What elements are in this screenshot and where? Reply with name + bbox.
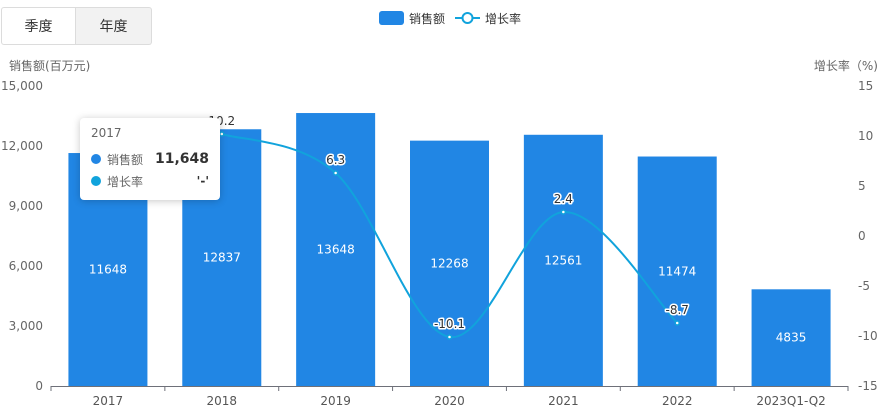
- y-right-tick-label: -15: [858, 379, 878, 393]
- x-tick-label: 2017: [93, 394, 124, 408]
- tooltip: 2017 销售额 11,648 增长率 '-': [80, 118, 220, 200]
- line-point[interactable]: [674, 320, 680, 326]
- tooltip-value-growth: '-': [196, 174, 209, 188]
- tab-year[interactable]: 年度: [76, 7, 152, 45]
- y-right-tick-label: -10: [858, 329, 878, 343]
- x-tick-label: 2021: [548, 394, 579, 408]
- line-value-halo: 6.3: [326, 153, 345, 167]
- tooltip-name-sales: 销售额: [107, 152, 144, 167]
- line-value-label: -10.1: [434, 317, 465, 331]
- line-point[interactable]: [446, 334, 453, 340]
- period-tabs: 季度 年度: [1, 7, 152, 45]
- y-right-tick-label: -5: [858, 279, 870, 293]
- y-right-tick-label: 15: [858, 79, 873, 93]
- bar[interactable]: [296, 113, 376, 386]
- x-tick-label: 2019: [320, 394, 351, 408]
- bar-value-label: 12268: [430, 256, 468, 270]
- tooltip-row-sales: 销售额 11,648: [91, 148, 209, 170]
- bar[interactable]: [637, 156, 717, 386]
- x-tick-label: 2022: [662, 394, 693, 408]
- tooltip-title: 2017: [91, 126, 122, 140]
- bar-value-label: 11648: [89, 263, 127, 277]
- line-point[interactable]: [560, 209, 567, 215]
- legend-line-label[interactable]: 增长率: [485, 11, 521, 26]
- line-value-halo: -10.1: [434, 317, 465, 331]
- legend-line-marker: [461, 12, 474, 24]
- tooltip-dot-growth: [91, 176, 101, 186]
- y-axis-left-title: 销售额(百万元): [9, 58, 90, 73]
- y-left-tick-label: 15,000: [1, 79, 43, 93]
- y-left-tick-label: 9,000: [9, 199, 43, 213]
- bar-value-label: 13648: [317, 243, 355, 257]
- tooltip-dot-sales: [91, 154, 101, 164]
- legend-bar-label[interactable]: 销售额: [409, 11, 445, 26]
- line-point[interactable]: [332, 170, 339, 176]
- line-value-halo: -8.7: [666, 303, 689, 317]
- bar[interactable]: [410, 140, 489, 386]
- line-value-label: 6.3: [326, 153, 345, 167]
- line-value-halo: 2.4: [554, 192, 573, 206]
- bar[interactable]: [523, 134, 603, 386]
- y-left-tick-label: 6,000: [9, 259, 43, 273]
- x-tick-label: 2020: [434, 394, 465, 408]
- bar[interactable]: [751, 289, 831, 386]
- tooltip-value-sales: 11,648: [154, 151, 209, 167]
- x-tick-label: 2023Q1-Q2: [756, 394, 825, 408]
- y-right-tick-label: 10: [858, 129, 873, 143]
- bar-value-label: 12837: [203, 251, 241, 265]
- line-point[interactable]: [219, 131, 225, 137]
- x-tick-label: 2018: [207, 394, 238, 408]
- y-axis-right-title: 增长率（%): [814, 58, 878, 73]
- bar-value-label: 4835: [776, 331, 807, 345]
- bar-value-label: 12561: [544, 253, 582, 267]
- tab-quarter[interactable]: 季度: [1, 7, 76, 45]
- y-left-tick-label: 12,000: [1, 139, 43, 153]
- y-right-tick-label: 0: [858, 229, 866, 243]
- y-left-tick-label: 0: [35, 379, 43, 393]
- tooltip-row-growth: 增长率 '-': [91, 170, 209, 192]
- legend: 销售额 增长率: [379, 11, 521, 26]
- line-value-label: -8.7: [666, 303, 689, 317]
- y-right-tick-label: 5: [858, 179, 866, 193]
- legend-bar-swatch[interactable]: [379, 11, 404, 25]
- line-value-label: 2.4: [554, 192, 573, 206]
- tooltip-name-growth: 增长率: [107, 174, 144, 189]
- y-left-tick-label: 3,000: [9, 319, 43, 333]
- bar-value-label: 11474: [658, 264, 696, 278]
